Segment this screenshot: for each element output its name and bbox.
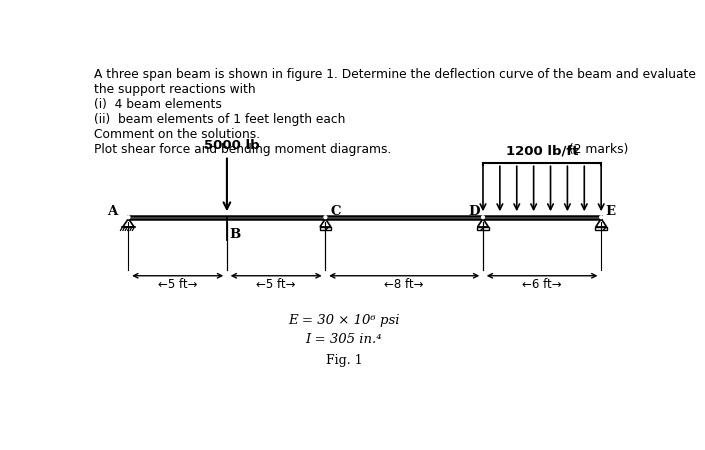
Circle shape — [127, 216, 130, 219]
Text: (2 marks): (2 marks) — [569, 143, 628, 156]
Bar — [477, 227, 489, 230]
Text: ←5 ft→: ←5 ft→ — [257, 278, 296, 291]
Text: A three span beam is shown in figure 1. Determine the deflection curve of the be: A three span beam is shown in figure 1. … — [94, 68, 695, 81]
Text: Fig. 1: Fig. 1 — [326, 354, 362, 367]
Text: I = 305 in.⁴: I = 305 in.⁴ — [305, 333, 382, 346]
Text: Plot shear force and bending moment diagrams.: Plot shear force and bending moment diag… — [94, 143, 391, 156]
Text: the support reactions with: the support reactions with — [94, 83, 255, 96]
Text: B: B — [229, 228, 240, 241]
Text: Comment on the solutions.: Comment on the solutions. — [94, 128, 259, 141]
Text: ←6 ft→: ←6 ft→ — [522, 278, 562, 291]
Circle shape — [324, 216, 327, 219]
Circle shape — [600, 216, 603, 219]
Text: 5000 lb: 5000 lb — [204, 139, 259, 152]
Text: ←8 ft→: ←8 ft→ — [384, 278, 424, 291]
Text: ←5 ft→: ←5 ft→ — [158, 278, 197, 291]
Bar — [596, 227, 607, 230]
Bar — [319, 227, 331, 230]
Circle shape — [482, 216, 484, 219]
Text: E: E — [606, 205, 616, 218]
Text: (i)  4 beam elements: (i) 4 beam elements — [94, 98, 221, 111]
Text: (ii)  beam elements of 1 feet length each: (ii) beam elements of 1 feet length each — [94, 113, 345, 126]
Text: A: A — [107, 205, 118, 218]
Text: E = 30 × 10⁶ psi: E = 30 × 10⁶ psi — [288, 314, 400, 327]
Text: 1200 lb/ft: 1200 lb/ft — [505, 145, 578, 158]
Text: C: C — [330, 205, 341, 218]
Text: D: D — [468, 205, 480, 218]
